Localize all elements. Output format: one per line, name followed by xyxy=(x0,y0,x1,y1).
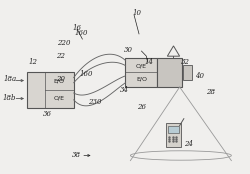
Text: O/E: O/E xyxy=(136,63,147,68)
Text: 10: 10 xyxy=(132,9,141,17)
Text: 22: 22 xyxy=(56,52,65,60)
Text: 24: 24 xyxy=(184,140,193,148)
Text: 40: 40 xyxy=(195,72,204,80)
Text: 230: 230 xyxy=(88,98,102,106)
Text: 160: 160 xyxy=(79,70,93,78)
Text: 160: 160 xyxy=(74,29,88,37)
Bar xyxy=(183,65,192,80)
Bar xyxy=(166,123,181,147)
Text: 20: 20 xyxy=(56,75,65,83)
Text: 18a: 18a xyxy=(3,75,16,83)
Text: 14: 14 xyxy=(144,58,153,66)
Text: 28: 28 xyxy=(206,88,215,96)
Text: 220: 220 xyxy=(57,39,71,47)
Bar xyxy=(27,72,74,108)
Bar xyxy=(168,126,179,133)
Text: 34: 34 xyxy=(120,86,129,94)
Bar xyxy=(126,58,158,87)
Text: 32: 32 xyxy=(181,58,190,66)
Text: 12: 12 xyxy=(28,58,38,66)
Text: 16: 16 xyxy=(73,24,82,32)
Text: E/O: E/O xyxy=(54,79,65,84)
Text: O/E: O/E xyxy=(54,95,65,100)
Text: 26: 26 xyxy=(137,103,146,111)
Text: 36: 36 xyxy=(44,110,52,118)
Text: 38: 38 xyxy=(72,152,81,160)
Bar xyxy=(158,58,182,87)
Text: E/O: E/O xyxy=(136,77,147,82)
Text: 18b: 18b xyxy=(3,94,16,102)
Text: 30: 30 xyxy=(124,46,132,54)
